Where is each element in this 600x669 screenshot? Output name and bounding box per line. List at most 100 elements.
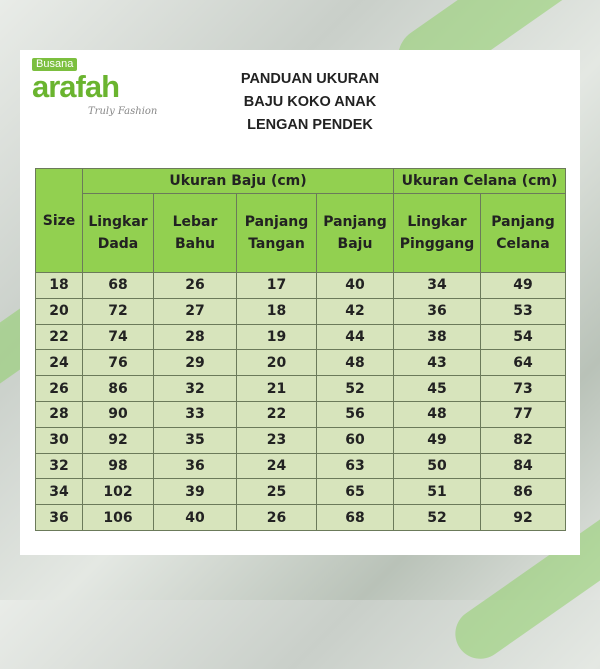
measurement-cell: 34 <box>393 272 481 299</box>
column-header: Panjang Tangan <box>236 193 317 273</box>
title-line: LENGAN PENDEK <box>247 117 373 133</box>
column-header: Lingkar Pinggang <box>393 193 481 273</box>
size-cell: 24 <box>35 349 83 377</box>
measurement-cell: 73 <box>480 375 566 402</box>
size-cell: 36 <box>35 504 83 531</box>
measurement-cell: 43 <box>393 349 481 377</box>
measurement-cell: 60 <box>316 426 394 454</box>
group-header-celana: Ukuran Celana (cm) <box>393 168 566 194</box>
table-row: 20 72 27 18 42 36 53 <box>35 297 566 325</box>
size-cell: 34 <box>35 478 83 506</box>
measurement-cell: 49 <box>480 272 566 299</box>
table-row: 32 98 36 24 63 50 84 <box>35 452 566 480</box>
measurement-cell: 54 <box>480 323 566 351</box>
measurement-cell: 24 <box>236 452 317 480</box>
column-header-line: Panjang <box>244 214 309 230</box>
size-header: Size <box>35 168 83 273</box>
column-header-line: Tangan <box>248 236 305 252</box>
measurement-cell: 33 <box>153 400 237 428</box>
measurement-cell: 26 <box>153 272 237 299</box>
measurement-cell: 74 <box>82 323 154 351</box>
measurement-cell: 92 <box>82 426 154 454</box>
measurement-cell: 77 <box>480 400 566 428</box>
measurement-cell: 51 <box>393 478 481 506</box>
measurement-cell: 25 <box>236 478 317 506</box>
size-chart-card: Busana arafah Truly Fashion PANDUAN UKUR… <box>20 50 580 555</box>
measurement-cell: 56 <box>316 400 394 428</box>
logo: Busana arafah Truly Fashion <box>32 58 162 122</box>
page-title: PANDUAN UKURAN BAJU KOKO ANAK LENGAN PEN… <box>170 68 450 137</box>
measurement-cell: 50 <box>393 452 481 480</box>
measurement-cell: 52 <box>316 375 394 402</box>
measurement-cell: 64 <box>480 349 566 377</box>
logo-tagline: Truly Fashion <box>88 106 158 117</box>
group-header-baju: Ukuran Baju (cm) <box>82 168 394 194</box>
table-row: 30 92 35 23 60 49 82 <box>35 426 566 454</box>
size-cell: 18 <box>35 272 83 299</box>
size-cell: 28 <box>35 400 83 428</box>
measurement-cell: 52 <box>393 504 481 531</box>
table-row: 34 102 39 25 65 51 86 <box>35 478 566 506</box>
size-cell: 20 <box>35 297 83 325</box>
column-header-line: Lingkar <box>88 214 148 230</box>
table-row: 24 76 29 20 48 43 64 <box>35 349 566 377</box>
measurement-cell: 19 <box>236 323 317 351</box>
measurement-cell: 40 <box>316 272 394 299</box>
table-row: 18 68 26 17 40 34 49 <box>35 272 566 299</box>
measurement-cell: 21 <box>236 375 317 402</box>
column-header-line: Celana <box>496 236 550 252</box>
measurement-cell: 32 <box>153 375 237 402</box>
size-cell: 26 <box>35 375 83 402</box>
measurement-cell: 72 <box>82 297 154 325</box>
column-header: Lingkar Dada <box>82 193 154 273</box>
size-table: Size Ukuran Baju (cm) Ukuran Celana (cm)… <box>35 168 566 531</box>
measurement-cell: 63 <box>316 452 394 480</box>
measurement-cell: 49 <box>393 426 481 454</box>
table-row: 26 86 32 21 52 45 73 <box>35 375 566 402</box>
size-cell: 32 <box>35 452 83 480</box>
size-cell: 30 <box>35 426 83 454</box>
measurement-cell: 90 <box>82 400 154 428</box>
column-header-line: Bahu <box>174 236 216 252</box>
column-header-line: Panjang <box>491 214 555 230</box>
size-cell: 22 <box>35 323 83 351</box>
measurement-cell: 86 <box>480 478 566 506</box>
logo-badge: Busana <box>32 58 78 71</box>
measurement-cell: 18 <box>236 297 317 325</box>
measurement-cell: 17 <box>236 272 317 299</box>
measurement-cell: 53 <box>480 297 566 325</box>
measurement-cell: 26 <box>236 504 317 531</box>
column-header-line: Lebar <box>172 214 218 230</box>
logo-brand: arafah <box>32 69 120 104</box>
measurement-cell: 36 <box>153 452 237 480</box>
column-header: Panjang Celana <box>480 193 566 273</box>
table-row: 28 90 33 22 56 48 77 <box>35 400 566 428</box>
table-row: 36 106 40 26 68 52 92 <box>35 504 566 531</box>
measurement-cell: 22 <box>236 400 317 428</box>
measurement-cell: 39 <box>153 478 237 506</box>
title-line: PANDUAN UKURAN <box>240 71 380 87</box>
column-header-line: Dada <box>97 236 139 252</box>
measurement-cell: 65 <box>316 478 394 506</box>
measurement-cell: 68 <box>82 272 154 299</box>
measurement-cell: 27 <box>153 297 237 325</box>
measurement-cell: 48 <box>393 400 481 428</box>
column-header-line: Baju <box>337 236 373 252</box>
measurement-cell: 28 <box>153 323 237 351</box>
measurement-cell: 86 <box>82 375 154 402</box>
column-header-line: Panjang <box>323 214 387 230</box>
title-line: BAJU KOKO ANAK <box>243 94 377 110</box>
measurement-cell: 35 <box>153 426 237 454</box>
table-row: 22 74 28 19 44 38 54 <box>35 323 566 351</box>
measurement-cell: 84 <box>480 452 566 480</box>
column-header: Lebar Bahu <box>153 193 237 273</box>
measurement-cell: 48 <box>316 349 394 377</box>
measurement-cell: 38 <box>393 323 481 351</box>
measurement-cell: 106 <box>82 504 154 531</box>
measurement-cell: 40 <box>153 504 237 531</box>
column-header-line: Lingkar <box>407 214 467 230</box>
measurement-cell: 36 <box>393 297 481 325</box>
measurement-cell: 102 <box>82 478 154 506</box>
column-header: Panjang Baju <box>316 193 394 273</box>
measurement-cell: 44 <box>316 323 394 351</box>
